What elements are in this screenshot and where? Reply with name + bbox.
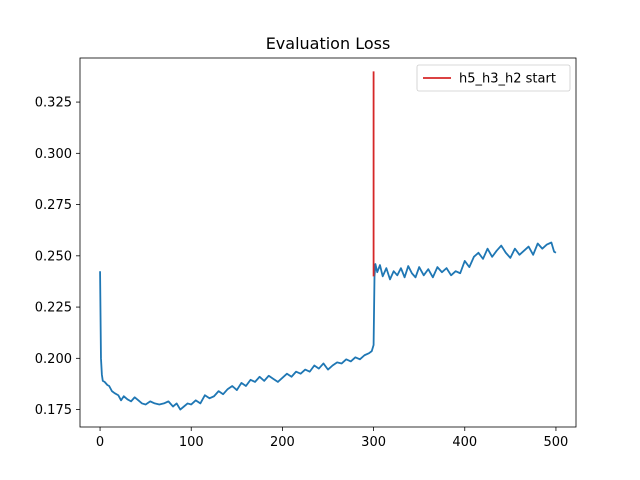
- x-tick-label: 200: [270, 435, 295, 450]
- x-tick-label: 100: [179, 435, 204, 450]
- x-tick-label: 300: [361, 435, 386, 450]
- x-tick-label: 400: [452, 435, 477, 450]
- plot-area: [99, 71, 557, 411]
- y-axis: 0.175 0.200 0.225 0.250 0.275 0.300 0.325: [35, 96, 80, 418]
- series-line-eval-loss: [99, 241, 557, 411]
- legend-box: [416, 64, 571, 92]
- legend-entry-h5-h3-h2-start: h5_h3_h2 start: [459, 72, 556, 87]
- x-tick-label: 500: [544, 435, 569, 450]
- legend: h5_h3_h2 start: [416, 64, 571, 92]
- y-tick-label: 0.200: [35, 352, 72, 367]
- y-tick-label: 0.325: [35, 96, 72, 111]
- y-tick-label: 0.250: [35, 249, 72, 264]
- y-tick-label: 0.225: [35, 301, 72, 316]
- y-tick-label: 0.300: [35, 147, 72, 162]
- x-axis: 0 100 200 300 400 500: [96, 427, 568, 450]
- axes-frame: [79, 57, 577, 428]
- x-tick-label: 0: [96, 435, 104, 450]
- chart-title: Evaluation Loss: [266, 34, 391, 53]
- y-tick-label: 0.175: [35, 403, 72, 418]
- y-tick-label: 0.275: [35, 198, 72, 213]
